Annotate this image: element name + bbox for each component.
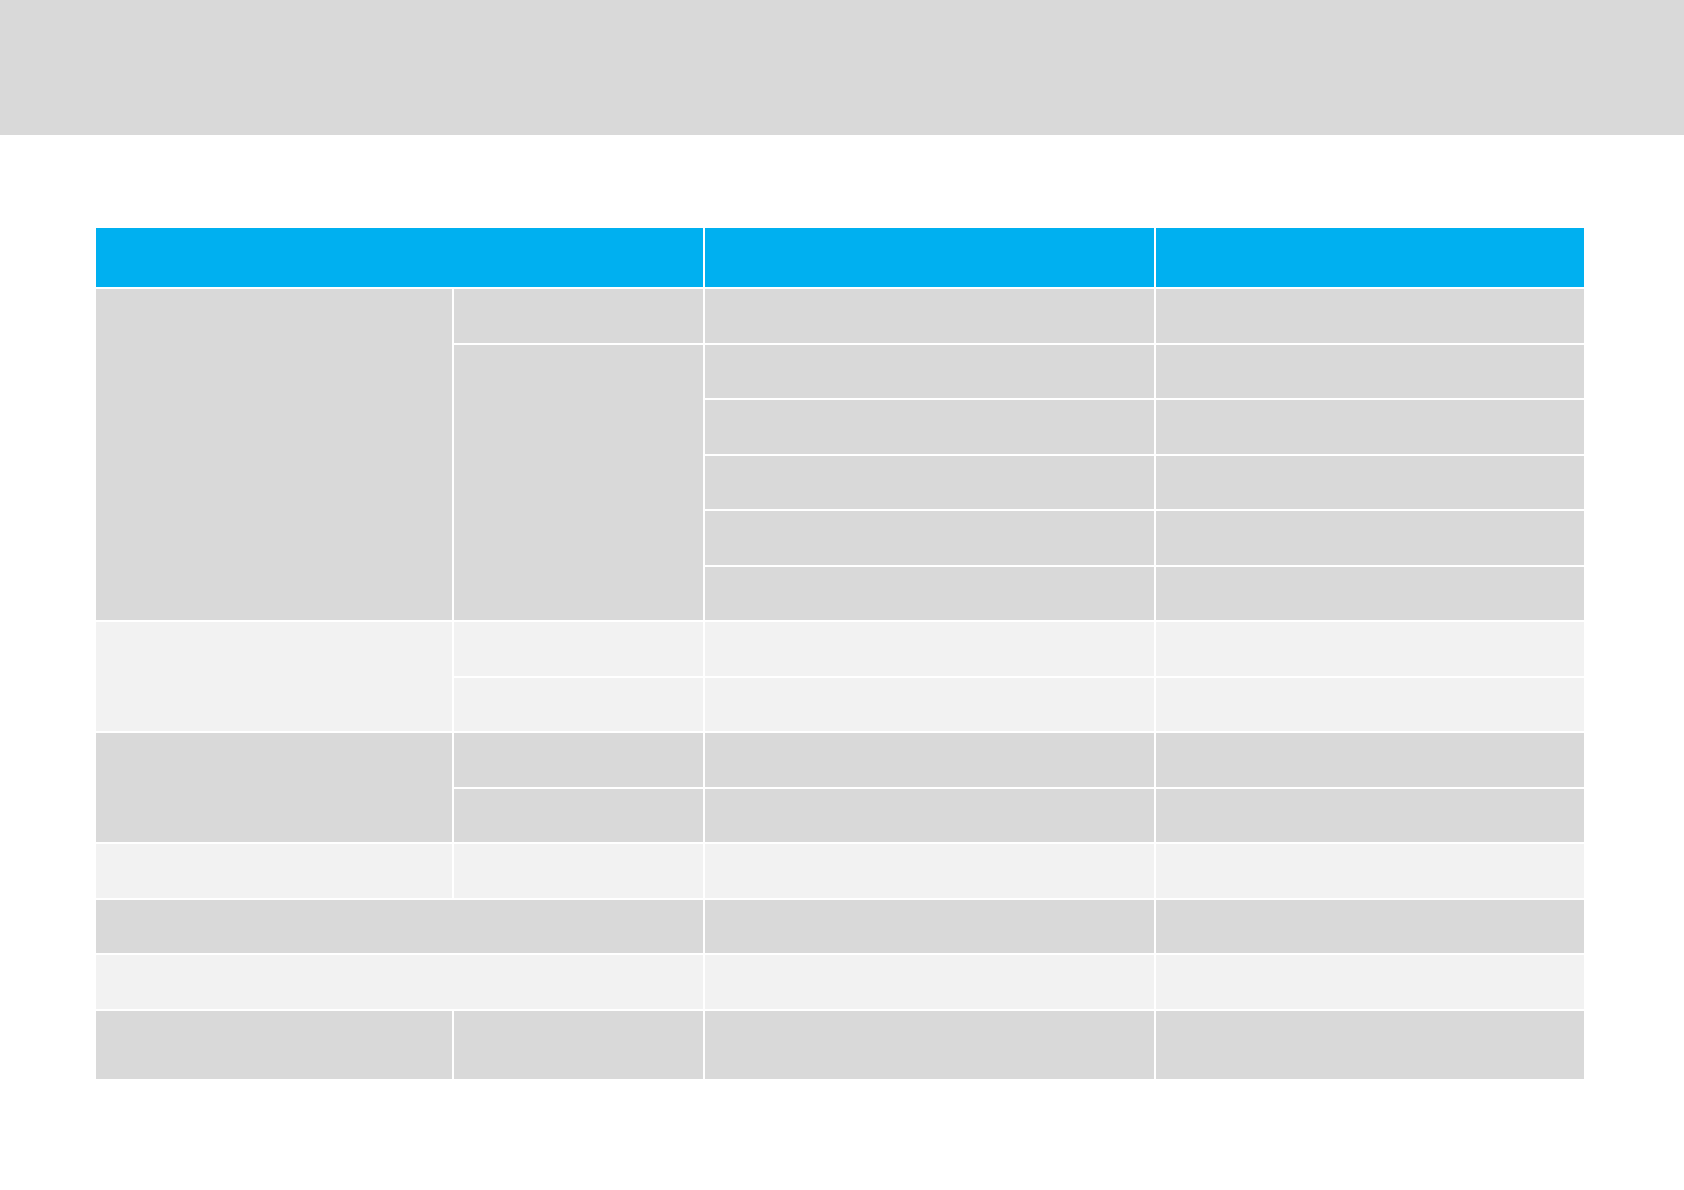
table-cell xyxy=(705,511,1154,565)
top-banner xyxy=(0,0,1684,135)
table-cell xyxy=(705,455,1154,509)
table-cell xyxy=(705,788,1154,842)
group-1-sub-1 xyxy=(454,289,703,343)
table-cell xyxy=(1156,511,1584,565)
table-cell xyxy=(454,788,703,842)
table-cell xyxy=(454,677,703,731)
table-cell xyxy=(1156,400,1584,454)
table-cell xyxy=(1156,566,1584,620)
table-cell xyxy=(705,622,1154,676)
header-cell-3 xyxy=(1156,228,1584,287)
table-cell xyxy=(1156,677,1584,731)
table-cell xyxy=(454,844,703,898)
table-cell xyxy=(705,955,1154,1009)
table-cell-merged xyxy=(96,955,703,1009)
table-cell xyxy=(1156,844,1584,898)
table-cell xyxy=(96,844,452,898)
table-cell xyxy=(705,899,1154,953)
table-cell xyxy=(454,1010,703,1079)
table-cell xyxy=(1156,955,1584,1009)
table-cell xyxy=(1156,788,1584,842)
table-cell xyxy=(705,844,1154,898)
table-cell xyxy=(705,344,1154,398)
table-cell xyxy=(454,622,703,676)
group-2-label xyxy=(96,622,452,731)
table-cell xyxy=(705,1010,1154,1079)
table-cell xyxy=(454,733,703,787)
table-cell xyxy=(1156,1010,1584,1079)
table-cell xyxy=(705,400,1154,454)
table-cell-merged xyxy=(96,899,703,953)
table-cell xyxy=(1156,455,1584,509)
table-cell xyxy=(705,733,1154,787)
table-cell xyxy=(1156,344,1584,398)
table-cell xyxy=(705,677,1154,731)
group-1-sub-2 xyxy=(454,344,703,620)
table-cell xyxy=(1156,733,1584,787)
table-cell xyxy=(96,1010,452,1079)
table-cell xyxy=(1156,899,1584,953)
header-cell-1 xyxy=(96,228,703,287)
table-cell xyxy=(1156,289,1584,343)
group-3-label xyxy=(96,733,452,842)
header-cell-2 xyxy=(705,228,1154,287)
group-1-label xyxy=(96,289,452,620)
table-cell xyxy=(705,566,1154,620)
data-table xyxy=(96,228,1584,1079)
table-cell xyxy=(1156,622,1584,676)
table-cell xyxy=(705,289,1154,343)
